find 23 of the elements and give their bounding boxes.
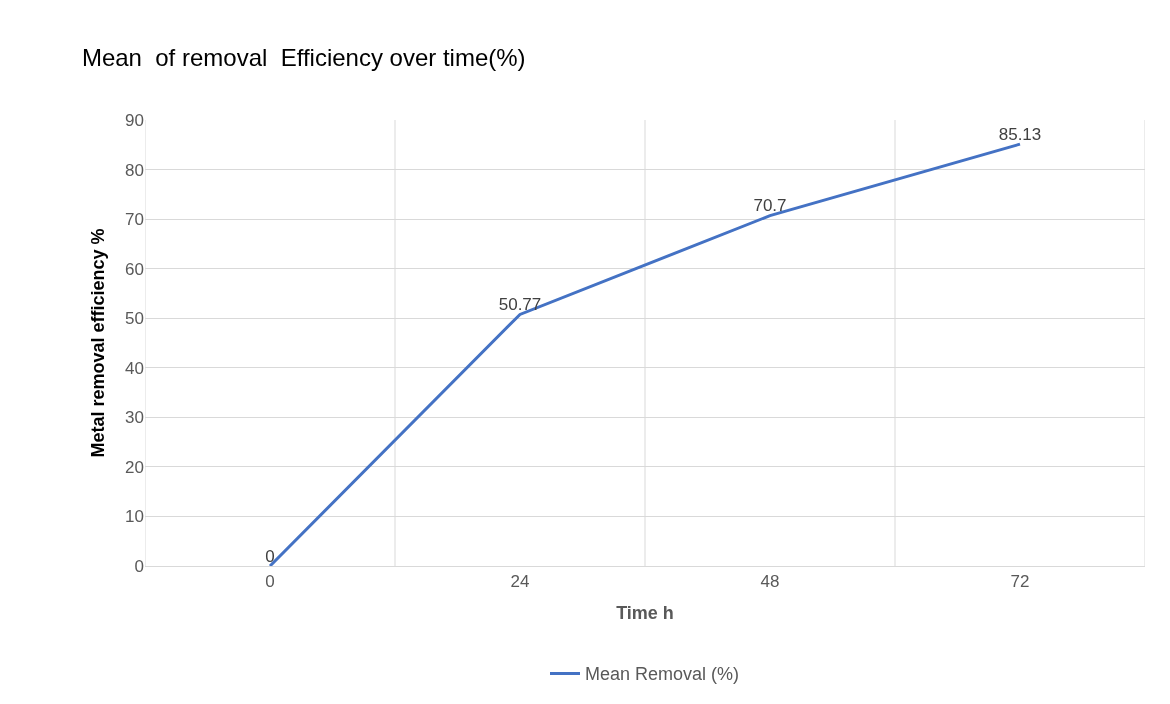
line-series: [268, 142, 1022, 566]
x-tick-label: 0: [265, 572, 275, 592]
y-tick-label: 30: [125, 408, 144, 428]
x-axis-title: Time h: [616, 602, 674, 623]
y-tick-label: 60: [125, 259, 144, 279]
y-tick-label: 40: [125, 358, 144, 378]
data-label: 50.77: [498, 295, 542, 315]
chart-title: Mean of removal Efficiency over time(%): [81, 44, 526, 72]
x-tick-label: 72: [1010, 572, 1030, 592]
y-tick-label: 20: [125, 457, 144, 477]
x-tick-label: 24: [510, 572, 530, 592]
y-tick-label: 70: [125, 210, 144, 230]
y-axis-title: Metal removal efficiency %: [88, 228, 109, 458]
data-label: 85.13: [998, 124, 1042, 144]
y-tick-label: 80: [125, 160, 144, 180]
y-tick-label: 10: [125, 507, 144, 527]
y-tick-label: 90: [125, 110, 144, 130]
y-tick-label: 50: [125, 309, 144, 329]
x-tick-label: 48: [760, 572, 780, 592]
legend-label: Mean Removal (%): [585, 664, 740, 685]
data-label: 0: [265, 546, 275, 566]
data-label: 70.7: [753, 196, 787, 216]
y-tick-label: 0: [134, 556, 144, 576]
